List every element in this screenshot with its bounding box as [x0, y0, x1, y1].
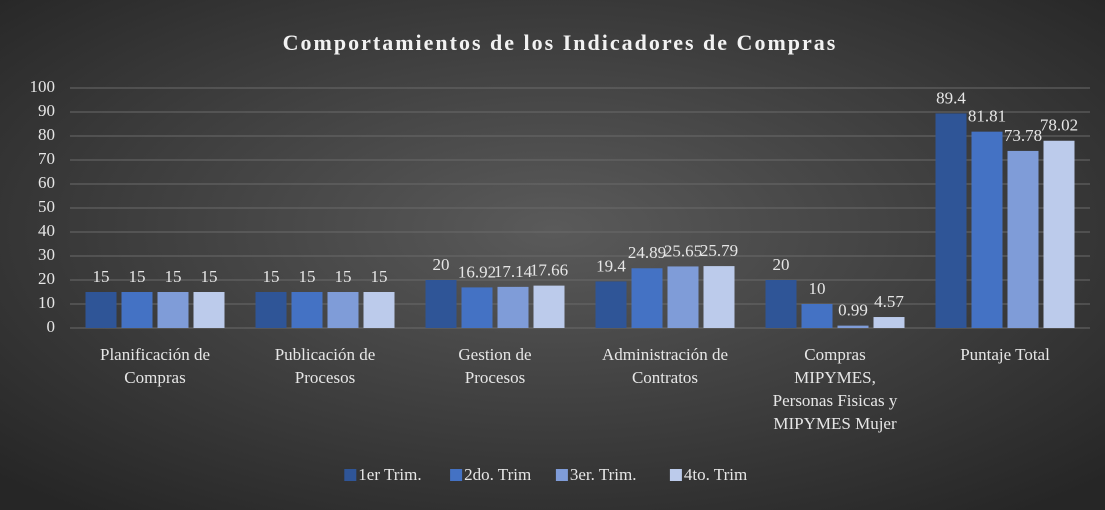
legend-swatch: [344, 469, 357, 481]
data-label: 20: [433, 255, 450, 274]
x-tick-label: MIPYMES,: [794, 368, 876, 387]
y-tick-label: 90: [38, 101, 55, 120]
bar: [193, 292, 225, 328]
x-tick-label: Gestion de: [458, 345, 531, 364]
data-label: 25.65: [664, 241, 702, 260]
bar: [935, 113, 967, 328]
legend-label: 2do. Trim: [464, 465, 531, 484]
data-label: 81.81: [968, 107, 1006, 126]
legend-label: 1er Trim.: [358, 465, 421, 484]
data-label: 15: [335, 267, 352, 286]
bar: [461, 287, 493, 328]
data-label: 24.89: [628, 243, 666, 262]
y-tick-label: 0: [47, 317, 56, 336]
bar: [595, 281, 627, 328]
bar: [801, 304, 833, 328]
data-label: 15: [299, 267, 316, 286]
bar: [1043, 140, 1075, 328]
legend-swatch: [450, 469, 463, 481]
data-label: 15: [93, 267, 110, 286]
bar: [497, 286, 529, 328]
y-tick-label: 80: [38, 125, 55, 144]
bar: [873, 317, 905, 328]
bar: [1007, 150, 1039, 328]
data-label: 19.4: [596, 256, 626, 275]
y-tick-label: 30: [38, 245, 55, 264]
legend-label: 3er. Trim.: [570, 465, 637, 484]
x-tick-label: Administración de: [602, 345, 728, 364]
data-label: 15: [371, 267, 388, 286]
x-tick-label: Contratos: [632, 368, 698, 387]
x-tick-label: Compras: [124, 368, 185, 387]
bar: [255, 292, 287, 328]
x-tick-label: Procesos: [465, 368, 525, 387]
y-tick-label: 50: [38, 197, 55, 216]
data-label: 73.78: [1004, 126, 1042, 145]
bar: [533, 285, 565, 328]
data-label: 0.99: [838, 301, 868, 320]
y-tick-label: 20: [38, 269, 55, 288]
y-tick-label: 40: [38, 221, 55, 240]
data-label: 4.57: [874, 292, 904, 311]
data-label: 89.4: [936, 88, 966, 107]
data-label: 15: [165, 267, 182, 286]
data-label: 78.02: [1040, 116, 1078, 135]
x-tick-label: Personas Fisicas y: [773, 391, 898, 410]
data-label: 25.79: [700, 241, 738, 260]
bar: [121, 292, 153, 328]
bar: [971, 131, 1003, 328]
chart-title: Comportamientos de los Indicadores de Co…: [283, 30, 838, 55]
legend-swatch: [555, 469, 568, 481]
bar: [157, 292, 189, 328]
x-tick-label: MIPYMES Mujer: [773, 414, 897, 433]
data-label: 15: [129, 267, 146, 286]
bar: [703, 266, 735, 328]
x-tick-label: Publicación de: [275, 345, 376, 364]
bar: [667, 266, 699, 328]
y-tick-label: 10: [38, 293, 55, 312]
legend-swatch: [669, 469, 682, 481]
x-tick-label: Planificación de: [100, 345, 210, 364]
y-tick-label: 60: [38, 173, 55, 192]
data-label: 17.14: [494, 262, 533, 281]
legend-label: 4to. Trim: [684, 465, 747, 484]
data-label: 20: [773, 255, 790, 274]
x-tick-label: Puntaje Total: [960, 345, 1050, 364]
x-tick-label: Procesos: [295, 368, 355, 387]
bar: [85, 292, 117, 328]
data-label: 15: [263, 267, 280, 286]
y-tick-label: 100: [30, 77, 56, 96]
data-label: 16.92: [458, 262, 496, 281]
data-label: 10: [809, 279, 826, 298]
x-tick-label: Compras: [804, 345, 865, 364]
bar: [631, 268, 663, 328]
bar: [291, 292, 323, 328]
bar: [837, 325, 869, 328]
bar: [363, 292, 395, 328]
bar: [765, 280, 797, 328]
data-label: 15: [201, 267, 218, 286]
data-label: 17.66: [530, 261, 568, 280]
bar: [425, 280, 457, 328]
y-tick-label: 70: [38, 149, 55, 168]
bar: [327, 292, 359, 328]
